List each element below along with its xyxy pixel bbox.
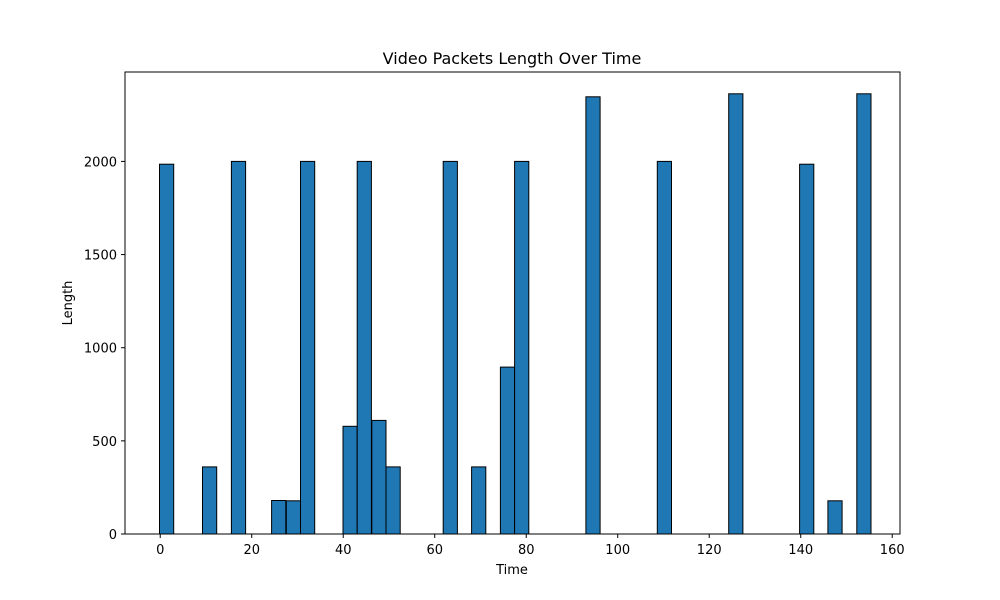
x-tick-label: 20	[243, 543, 260, 558]
bar	[230, 160, 247, 535]
x-tick-label: 160	[880, 543, 905, 558]
bar	[159, 163, 175, 535]
bar	[585, 96, 601, 535]
x-axis-label: Time	[495, 563, 528, 578]
bar	[271, 500, 287, 535]
x-axis-ticks: 0 20 40 60 80 100 120 140 160	[156, 534, 905, 558]
bar	[471, 466, 487, 535]
x-tick-label: 0	[156, 543, 164, 558]
bar	[799, 163, 815, 535]
y-tick-label: 1000	[84, 342, 117, 357]
bar	[827, 500, 843, 535]
bar	[300, 160, 316, 535]
bar	[514, 160, 530, 535]
bars-group	[159, 93, 872, 535]
y-axis-label: Length	[61, 281, 76, 326]
y-axis-ticks: 0 500 1000 1500 2000	[84, 155, 125, 543]
x-tick-label: 40	[335, 543, 352, 558]
plot-frame	[124, 71, 901, 535]
bar	[728, 93, 744, 535]
x-tick-label: 140	[788, 543, 813, 558]
bar	[356, 160, 372, 535]
chart-title: Video Packets Length Over Time	[383, 49, 642, 68]
y-tick-label: 1500	[84, 249, 117, 264]
y-tick-label: 2000	[84, 155, 117, 170]
bar	[202, 466, 218, 535]
bar	[385, 466, 401, 535]
x-tick-label: 100	[605, 543, 630, 558]
y-tick-label: 0	[109, 528, 117, 543]
bar	[371, 419, 387, 535]
bar	[342, 425, 358, 535]
bar	[656, 160, 672, 535]
x-tick-label: 120	[697, 543, 722, 558]
x-tick-label: 60	[426, 543, 443, 558]
x-tick-label: 80	[518, 543, 535, 558]
y-tick-label: 500	[92, 435, 117, 450]
bar	[499, 366, 516, 535]
bar	[285, 500, 301, 535]
bar	[856, 93, 872, 535]
bar	[442, 160, 458, 535]
